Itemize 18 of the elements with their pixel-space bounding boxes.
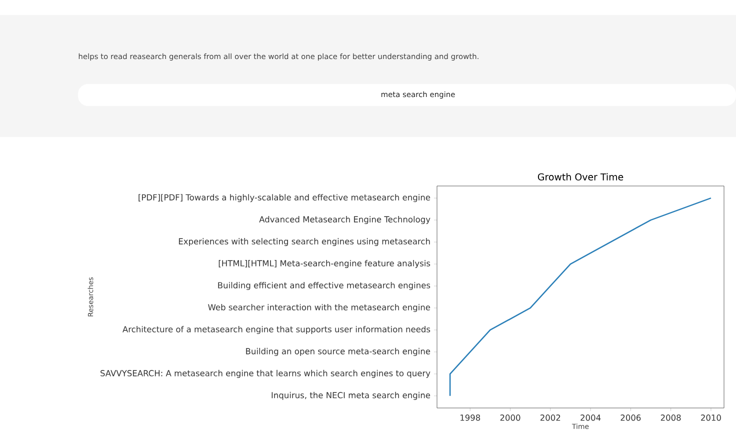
chart-title: Growth Over Time bbox=[538, 173, 624, 180]
x-tick-label: 2006 bbox=[620, 414, 641, 421]
x-tick-label: 2000 bbox=[500, 414, 520, 421]
x-tick-label: 2010 bbox=[701, 414, 721, 421]
x-tick-label: 2004 bbox=[580, 414, 601, 421]
y-tick-label: Building an open source meta-search engine bbox=[246, 348, 430, 356]
y-tick-label: Experiences with selecting search engines using metasearch bbox=[178, 238, 430, 246]
x-tick-label: 2008 bbox=[660, 414, 681, 421]
x-tick-label: 1998 bbox=[460, 414, 480, 421]
y-tick-label: Building efficient and effective metasearch engines bbox=[218, 282, 430, 290]
y-tick-label: Architecture of a metasearch engine that supports user information needs bbox=[122, 326, 430, 334]
y-tick-label: [PDF][PDF] Towards a highly-scalable and effective metasearch engine bbox=[138, 194, 430, 202]
y-tick-label: Web searcher interaction with the metasearch engine bbox=[208, 304, 430, 312]
y-tick-label: SAVVYSEARCH: A metasearch engine that learns which search engines to query bbox=[100, 370, 430, 378]
x-tick-label: 2002 bbox=[540, 414, 560, 421]
y-tick-label: [HTML][HTML] Meta-search-engine feature analysis bbox=[218, 260, 430, 268]
y-tick-label: Inquirus, the NECI meta search engine bbox=[272, 392, 430, 400]
y-tick-label: Advanced Metasearch Engine Technology bbox=[259, 216, 430, 224]
